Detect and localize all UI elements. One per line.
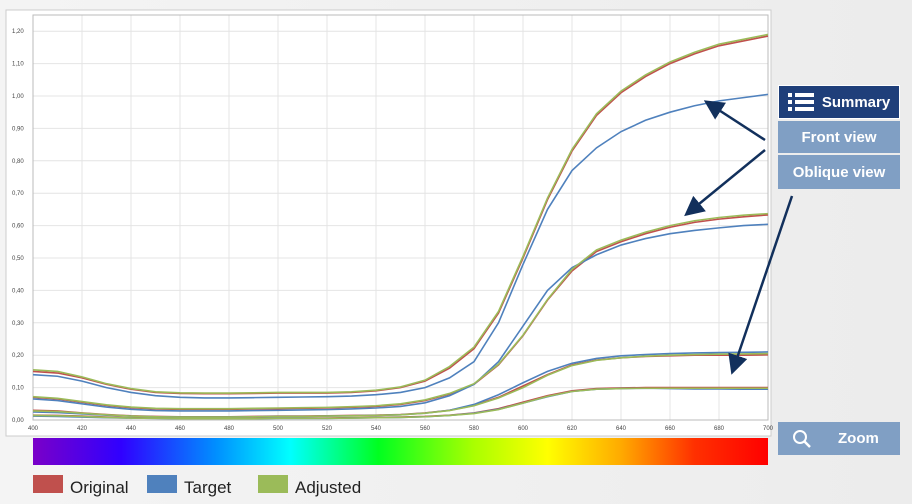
legend-swatch <box>33 475 63 493</box>
x-tick-label: 560 <box>420 426 431 432</box>
y-tick-label: 0,70 <box>12 191 24 197</box>
x-tick-label: 400 <box>28 426 39 432</box>
zoom-icon <box>793 429 811 448</box>
button-label: Summary <box>821 93 891 111</box>
y-tick-label: 1,10 <box>12 62 24 68</box>
y-tick-label: 1,00 <box>12 94 24 100</box>
x-tick-label: 520 <box>322 426 333 432</box>
legend-swatch <box>147 475 177 493</box>
x-tick-label: 480 <box>224 426 235 432</box>
x-tick-label: 640 <box>616 426 627 432</box>
y-tick-label: 1,20 <box>12 29 24 35</box>
curve <box>32 93 769 399</box>
button-label: Front view <box>801 128 877 146</box>
front-view-button[interactable]: Front view <box>778 121 900 153</box>
oblique-view-button[interactable]: Oblique view <box>778 155 900 189</box>
curve <box>32 352 769 418</box>
y-tick-label: 0,30 <box>12 321 24 327</box>
x-tick-label: 540 <box>371 426 382 432</box>
zoom-button[interactable]: Zoom <box>778 422 900 455</box>
x-tick-label: 580 <box>469 426 480 432</box>
legend-swatch <box>258 475 288 493</box>
curve <box>32 387 768 420</box>
x-tick-label: 420 <box>77 426 88 432</box>
x-tick-label: 660 <box>665 426 676 432</box>
spectrum-bar <box>33 438 768 465</box>
button-label: Oblique view <box>792 163 886 181</box>
list-icon <box>787 93 814 111</box>
y-tick-label: 0,80 <box>12 159 24 165</box>
y-tick-label: 0,40 <box>12 288 24 294</box>
x-tick-label: 700 <box>763 426 774 432</box>
y-tick-label: 0,60 <box>12 224 24 230</box>
y-tick-label: 0,90 <box>12 126 24 132</box>
legend-label: Adjusted <box>295 478 361 497</box>
arrow <box>684 149 766 217</box>
chart-panel <box>5 9 772 437</box>
x-tick-label: 440 <box>126 426 137 432</box>
legend-label: Target <box>184 478 232 497</box>
y-tick-label: 0,00 <box>12 418 24 424</box>
x-tick-label: 600 <box>518 426 529 432</box>
x-tick-label: 680 <box>714 426 725 432</box>
summary-button[interactable]: Summary <box>778 85 900 119</box>
curve <box>32 223 769 412</box>
plot-frame <box>32 14 769 421</box>
arrow <box>703 100 766 142</box>
x-tick-label: 500 <box>273 426 284 432</box>
y-tick-label: 0,20 <box>12 353 24 359</box>
legend-label: Original <box>70 478 129 497</box>
button-label: Zoom <box>838 430 879 447</box>
x-tick-label: 620 <box>567 426 578 432</box>
arrow <box>728 195 794 375</box>
x-tick-label: 460 <box>175 426 186 432</box>
y-tick-label: 0,50 <box>12 256 24 262</box>
curve <box>32 212 769 410</box>
y-tick-label: 0,10 <box>12 386 24 392</box>
curve <box>32 33 769 394</box>
